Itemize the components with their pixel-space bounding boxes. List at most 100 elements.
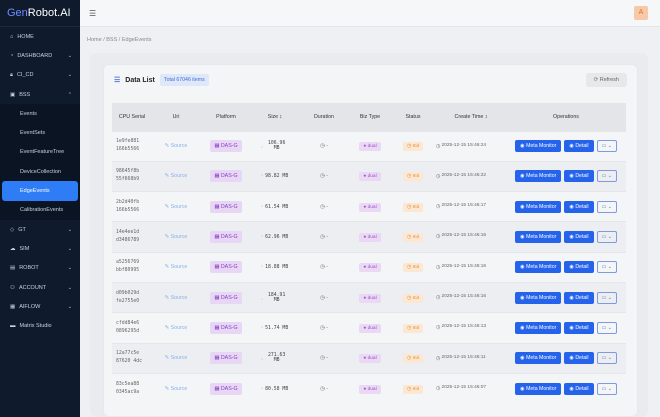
status: Init xyxy=(412,295,419,301)
cpu-serial: 14e4ee1d d3486789 xyxy=(112,221,152,253)
biz-type: dual xyxy=(367,144,377,150)
platform-badge: ▦ DAS-G xyxy=(210,261,242,274)
source-link[interactable]: ✎ Source xyxy=(165,386,188,392)
biz-type-badge: ● dual xyxy=(359,142,381,152)
meta-monitor-button[interactable]: ◉ Meta Monitor xyxy=(515,170,562,183)
more-dropdown[interactable]: ▭ ⌄ xyxy=(596,382,617,395)
clock-icon: ◷ xyxy=(436,204,442,210)
source-link[interactable]: ✎ Source xyxy=(165,295,188,301)
sidebar-item-label: CI_CD xyxy=(16,72,34,79)
chevron-icon: ⌄ xyxy=(67,265,72,272)
table-row: a5256769 bbf80995 ✎ Source ▦ DAS-G ▫ 18.… xyxy=(112,251,626,283)
logo[interactable]: Gen Robot.AI xyxy=(0,0,80,27)
column-header[interactable]: Create Time ↕ xyxy=(436,103,506,131)
table-row: cfdd84e6 0896295d ✎ Source ▦ DAS-G ▫ 51.… xyxy=(112,312,626,344)
sidebar-subitem-edgeevents[interactable]: EdgeEvents xyxy=(2,181,78,201)
lock-icon: 🔒︎ xyxy=(10,71,13,78)
cpu-serial: 2b2d40fb 166b5566 xyxy=(112,191,152,222)
more-dropdown[interactable]: ▭ ⌄ xyxy=(596,200,617,213)
meta-monitor-button[interactable]: ◉ Meta Monitor xyxy=(515,140,562,153)
file-icon: ▫ xyxy=(261,385,265,392)
avatar[interactable]: A xyxy=(634,6,648,20)
source-link[interactable]: ✎ Source xyxy=(165,173,188,179)
flow-icon: ▦ xyxy=(10,303,16,310)
cpu-serial: cfdd84e6 0896295d xyxy=(112,312,152,344)
eye-icon: ◉ xyxy=(569,234,576,241)
sidebar-item-bss[interactable]: ▣ BSS ⌃ xyxy=(0,85,80,104)
sidebar-subitem-calibrationevents[interactable]: CalibrationEvents xyxy=(20,207,64,214)
meta-monitor-button[interactable]: ◉ Meta Monitor xyxy=(515,321,562,334)
duration: - xyxy=(326,355,328,362)
detail-button[interactable]: ◉ Detail xyxy=(564,200,594,213)
more-dropdown[interactable]: ▭ ⌄ xyxy=(596,352,617,365)
detail-button[interactable]: ◉ Detail xyxy=(564,170,594,183)
source-link[interactable]: ✎ Source xyxy=(165,204,188,210)
meta-monitor-button[interactable]: ◉ Meta Monitor xyxy=(515,261,562,274)
column-header[interactable]: Size ↕ xyxy=(252,103,298,131)
sidebar-subitem-events[interactable]: Events xyxy=(20,110,37,117)
source-link[interactable]: ✎ Source xyxy=(165,325,188,331)
logo-part1: Gen xyxy=(7,7,28,19)
sidebar-item-account[interactable]: ⚇ ACCOUNT ⌄ xyxy=(0,278,80,297)
more-dropdown[interactable]: ▭ ⌄ xyxy=(596,321,617,334)
size: 18.88 MB xyxy=(265,265,289,271)
chevron-down-icon: ⌄ xyxy=(607,324,612,331)
detail-button[interactable]: ◉ Detail xyxy=(564,321,594,334)
status: Init xyxy=(412,174,419,180)
detail-label: Detail xyxy=(575,324,589,331)
sidebar-subitem-eventfeaturetree[interactable]: EventFeatureTree xyxy=(20,149,65,156)
biz-type-badge: ● dual xyxy=(359,263,381,273)
sidebar-item-home[interactable]: ⌂ HOME xyxy=(0,27,80,46)
sidebar-subitem-eventsets[interactable]: EventSets xyxy=(20,130,46,137)
source-link[interactable]: ✎ Source xyxy=(165,264,188,270)
more-dropdown[interactable]: ▭ ⌄ xyxy=(596,170,617,183)
sidebar-item-matrix-studio[interactable]: ▬ Matrix Studio xyxy=(0,316,80,335)
detail-button[interactable]: ◉ Detail xyxy=(564,140,594,153)
source-link[interactable]: ✎ Source xyxy=(165,234,188,240)
sidebar-item-gt[interactable]: ◇ GT ⌄ xyxy=(0,220,80,239)
meta-monitor-button[interactable]: ◉ Meta Monitor xyxy=(515,382,562,395)
detail-button[interactable]: ◉ Detail xyxy=(564,291,594,304)
meta-monitor-button[interactable]: ◉ Meta Monitor xyxy=(515,200,562,213)
status-badge: ◷ Init xyxy=(403,354,423,364)
source-link[interactable]: ✎ Source xyxy=(165,143,188,149)
biz-type-badge: ● dual xyxy=(359,202,381,212)
detail-button[interactable]: ◉ Detail xyxy=(564,231,594,244)
more-dropdown[interactable]: ▭ ⌄ xyxy=(596,261,617,274)
robot-icon: ▤ xyxy=(10,265,16,272)
detail-button[interactable]: ◉ Detail xyxy=(564,382,594,395)
file-icon: ▫ xyxy=(261,296,265,303)
clock-icon: ◷ xyxy=(436,355,442,361)
meta-monitor-button[interactable]: ◉ Meta Monitor xyxy=(515,231,562,244)
eye-icon: ◉ xyxy=(520,355,527,362)
detail-button[interactable]: ◉ Detail xyxy=(564,261,594,274)
more-dropdown[interactable]: ▭ ⌄ xyxy=(596,291,617,304)
edit-icon: ✎ xyxy=(164,143,171,150)
more-dropdown[interactable]: ▭ ⌄ xyxy=(596,231,617,244)
menu-toggle-icon[interactable]: ☰ xyxy=(89,9,97,18)
source-link[interactable]: ✎ Source xyxy=(165,355,188,361)
sidebar-item-sim[interactable]: ☁ SIM ⌄ xyxy=(0,239,80,258)
clock-icon: ◷ xyxy=(436,264,442,270)
detail-button[interactable]: ◉ Detail xyxy=(564,352,594,365)
sidebar-item-label: DASHBOARD xyxy=(17,52,53,59)
sidebar-item-dashboard[interactable]: ◔ DASHBOARD ⌄ xyxy=(0,46,80,65)
cpu-serial: 12a77c5e 87620 4dc xyxy=(112,342,152,374)
platform-label: DAS-G xyxy=(220,355,238,362)
more-dropdown[interactable]: ▭ ⌄ xyxy=(596,140,617,153)
duration: - xyxy=(326,324,328,331)
meta-monitor-button[interactable]: ◉ Meta Monitor xyxy=(515,352,562,365)
biz-type-badge: ● dual xyxy=(359,233,381,243)
sidebar-item-aiflow[interactable]: ▦ AIFLOW ⌄ xyxy=(0,297,80,316)
meta-monitor-button[interactable]: ◉ Meta Monitor xyxy=(515,291,562,304)
table-row: 83c5ea88 0345ac9a ✎ Source ▦ DAS-G ▫ 80.… xyxy=(112,372,626,404)
detail-label: Detail xyxy=(575,143,589,150)
sidebar-subitem-devicecollection[interactable]: DeviceCollection xyxy=(20,168,61,175)
sidebar-item-ci-cd[interactable]: 🔒︎ CI_CD ⌄ xyxy=(0,66,80,85)
clock-icon: ◷ xyxy=(436,325,442,331)
sidebar-item-robot[interactable]: ▤ ROBOT ⌄ xyxy=(0,259,80,278)
refresh-button[interactable]: ⟳ Refresh xyxy=(585,73,627,87)
size: 98.82 MB xyxy=(265,174,289,180)
table-row: 12a77c5e 87620 4dc ✎ Source ▦ DAS-G ▫ 27… xyxy=(112,342,626,374)
detail-label: Detail xyxy=(575,173,589,180)
